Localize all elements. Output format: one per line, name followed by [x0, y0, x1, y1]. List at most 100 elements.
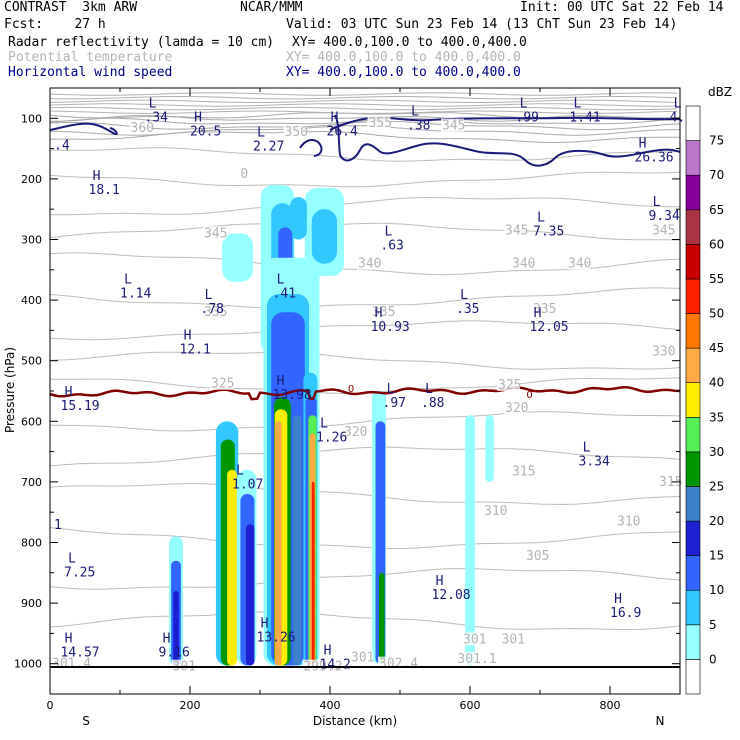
colorbar-level-label: 35: [709, 410, 724, 424]
wind-extremum-value: 1.41: [569, 110, 600, 125]
wind-extremum-type: H: [65, 632, 73, 647]
theta-contour-line: [50, 99, 678, 103]
colorbar-swatch: [685, 659, 701, 695]
wind-extremum-type: H: [277, 374, 285, 389]
wind-extremum-type: L: [257, 126, 265, 141]
wind-extremum-value: 9.16: [159, 646, 190, 661]
reflectivity-cell: [227, 469, 237, 666]
colorbar-level-label: 40: [709, 376, 724, 390]
forecast-hour: Fcst: 27 h: [4, 17, 106, 32]
x-axis-label: Distance (km): [313, 714, 397, 728]
theta-contour-line: [50, 611, 680, 630]
wind-extremum-type: H: [436, 574, 444, 589]
wind-extremum-value: 10.93: [371, 320, 410, 335]
wind-extremum-value: .97: [383, 396, 406, 411]
x-tick-label: 600: [460, 699, 481, 712]
wind-extremum-type: H: [614, 592, 622, 607]
y-tick-label: 800: [21, 537, 42, 550]
theta-contour-line: [50, 117, 680, 125]
init-time: Init: 00 UTC Sat 22 Feb 14: [520, 0, 724, 15]
xy-wind: XY= 400.0,100.0 to 400.0,400.0: [286, 65, 521, 80]
wind-extremum-value: 7.35: [533, 224, 564, 239]
theta-label: 0: [240, 167, 248, 182]
x-end-label-south: S: [82, 714, 90, 728]
theta-label-bg: [203, 305, 226, 319]
y-tick-label: 700: [21, 476, 42, 489]
reflectivity-cell: [379, 572, 385, 664]
theta-label-bg: [616, 514, 639, 528]
colorbar-swatch: [685, 555, 701, 591]
colorbar-level-label: 65: [709, 203, 724, 217]
y-axis-label: Pressure (hPa): [3, 347, 17, 433]
theta-contour-line: [50, 446, 680, 467]
y-tick-label: 900: [21, 597, 42, 610]
colorbar-level-label: 20: [709, 514, 724, 528]
reflectivity-cell: [292, 415, 302, 666]
wind-extremum-value: .34: [145, 110, 169, 125]
wind-extremum-value: 26.36: [635, 150, 674, 165]
theta-label-bg: [371, 305, 394, 319]
theta-label: 310: [484, 504, 507, 519]
colorbar-level-label: 0: [709, 652, 717, 666]
colorbar-swatch: [685, 382, 701, 418]
theta-label-bg: [210, 376, 233, 390]
reflectivity-cell: [173, 591, 179, 666]
theta-contour-line: [50, 320, 680, 341]
theta-contour-line: [50, 351, 680, 370]
theta-label: 301.1: [457, 652, 496, 667]
wind-extremum-type: L: [460, 288, 468, 303]
wind-extremum-type: L: [583, 441, 591, 456]
theta-label-bg: [651, 223, 674, 237]
colorbar-swatch: [685, 486, 701, 522]
wind-extremum-type: L: [277, 273, 285, 288]
theta-label: 360: [131, 121, 154, 136]
theta-label-bg: [532, 302, 555, 316]
colorbar-level-label: 45: [709, 341, 724, 355]
colorbar-swatch: [685, 244, 701, 280]
wind-contour-line: [50, 122, 118, 136]
x-tick-label: 800: [600, 699, 621, 712]
y-tick-label: 300: [21, 234, 42, 247]
wind-extremum-type: L: [573, 96, 581, 111]
theta-label: 301: [351, 651, 374, 666]
reflectivity-field: [169, 185, 494, 666]
theta-contour-line: [50, 110, 678, 115]
y-tick-label: 600: [21, 415, 42, 428]
x-axis: 0 200 400 600 800: [47, 88, 621, 712]
theta-label-bg: [462, 632, 485, 646]
colorbar-unit: dBZ: [708, 85, 732, 99]
theta-label-bg: [483, 504, 506, 517]
wind-extremum-type: H: [163, 632, 171, 647]
wind-extremum-value: 26.4: [327, 124, 358, 139]
wind-extremum-value: .88: [421, 396, 444, 411]
wind-extremum-value: 14.2: [320, 658, 351, 673]
colorbar-level-label: 30: [709, 445, 724, 459]
theta-label-bg: [511, 256, 534, 270]
theta-contour-line: [50, 411, 680, 432]
theta-label: 340: [358, 257, 381, 272]
x-tick-label: 0: [47, 699, 54, 712]
reflectivity-cell: [465, 415, 475, 666]
colorbar-level-label: 10: [709, 583, 724, 597]
theta-label: 315: [512, 465, 535, 480]
colorbar-swatch: [685, 589, 701, 626]
colorbar-swatch: [685, 416, 701, 453]
wind-extremum-type: L: [520, 96, 528, 111]
wind-extremum-type: H: [184, 329, 192, 344]
theta-label: 355: [369, 116, 392, 131]
colorbar-level-label: 50: [709, 307, 724, 321]
colorbar-swatch: [685, 209, 701, 245]
theta-labels: 355 360 350 345 0 345 345 345 340 340 340 335 335 335…: [51, 116, 682, 675]
y-tick-label: 200: [21, 173, 42, 186]
colorbar-level-label: 75: [709, 134, 724, 148]
theta-contour-line: [50, 171, 680, 188]
valid-time: Valid: 03 UTC Sun 23 Feb 14 (13 ChT Sun …: [286, 17, 678, 32]
freezing-level-label: 0: [348, 384, 354, 395]
wind-extremum-value: 12.08: [432, 588, 471, 603]
theta-label: 315: [659, 475, 682, 490]
freezing-level: 00: [50, 384, 680, 401]
theta-contour-line: [50, 567, 680, 590]
theta-contour-line: [50, 287, 680, 309]
